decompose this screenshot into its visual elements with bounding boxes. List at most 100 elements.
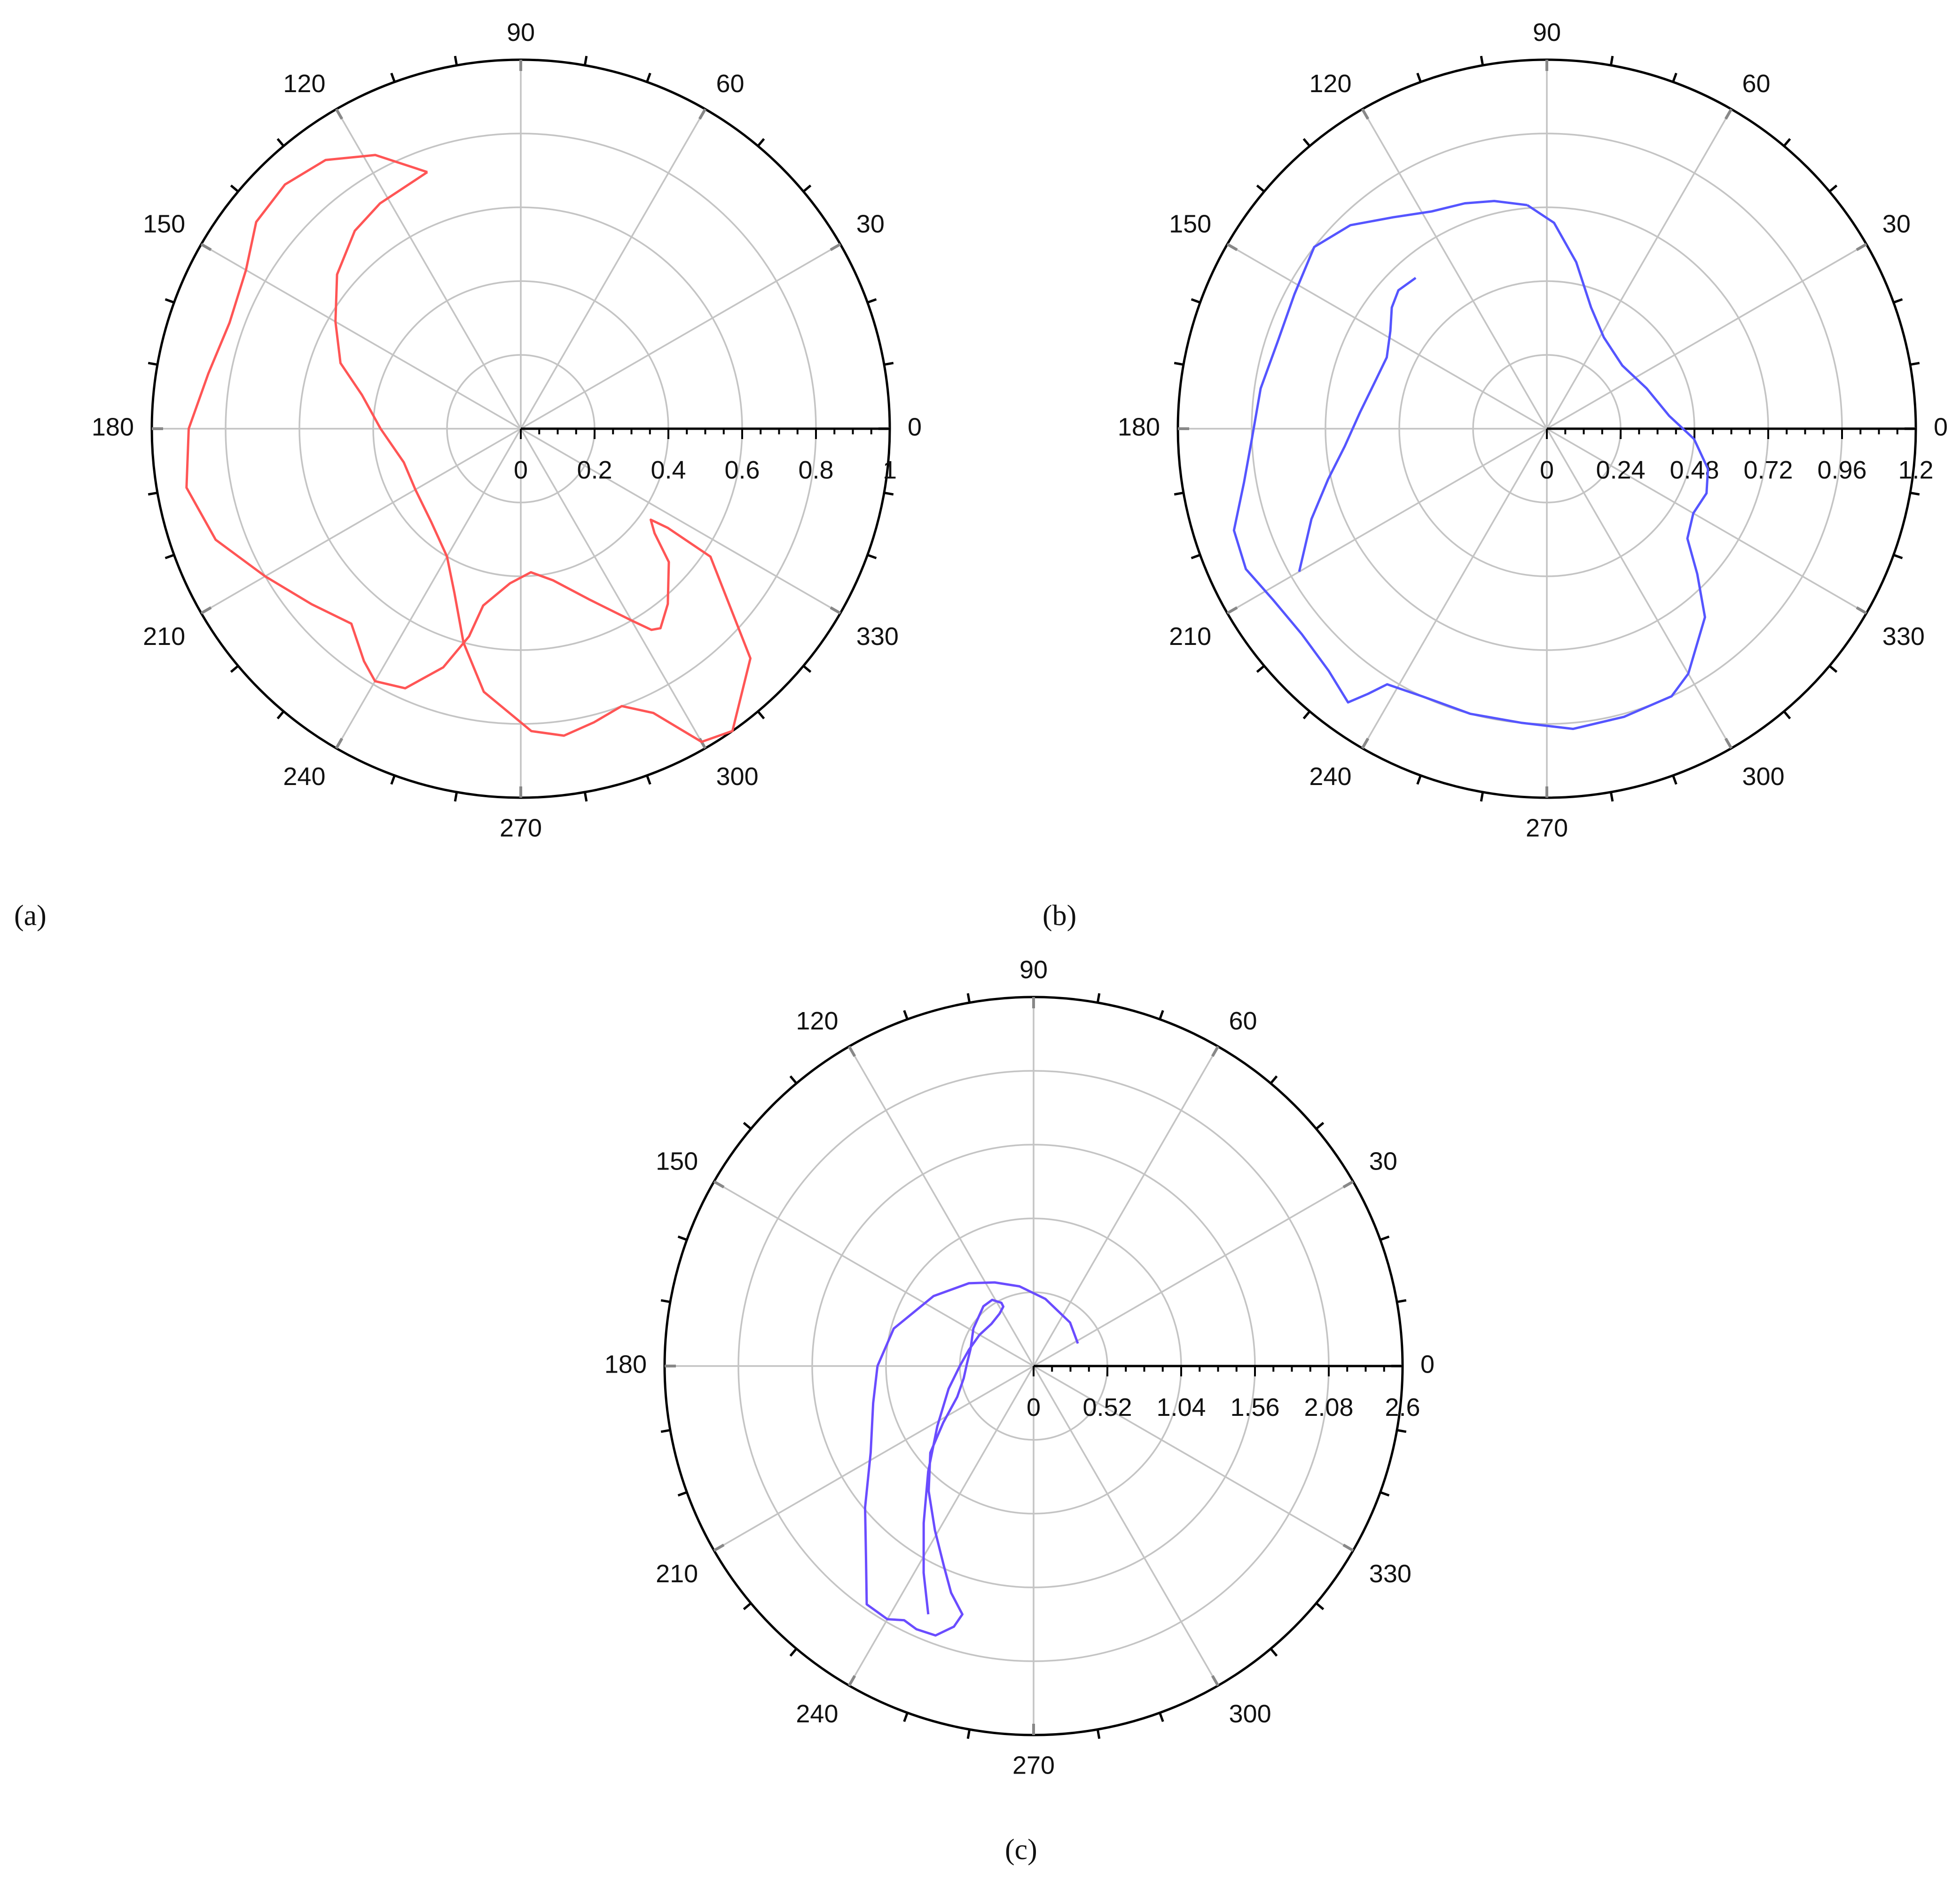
grid-spoke xyxy=(520,428,706,749)
angle-minor-tick xyxy=(1174,361,1184,366)
grid-spoke xyxy=(335,109,522,429)
polar-chart-a: 0 30 60 90 120 150 180 210 240 270 300 330 0 0.2 0.4 0.… xyxy=(92,18,922,842)
angle-tick-label: 210 xyxy=(143,622,185,651)
angle-tick-label: 120 xyxy=(796,1007,838,1035)
angle-tick-label: 240 xyxy=(1309,762,1351,791)
angle-tick-label: 300 xyxy=(1742,762,1785,791)
angle-major-tick xyxy=(1361,738,1370,749)
angle-major-tick xyxy=(1226,243,1238,251)
angle-minor-tick xyxy=(660,1299,671,1304)
angle-minor-tick xyxy=(884,491,894,496)
grid-spoke xyxy=(520,243,841,430)
angle-tick-label: 300 xyxy=(1229,1700,1271,1728)
angle-minor-tick xyxy=(230,665,239,673)
radial-tick-label: 0.48 xyxy=(1670,456,1719,484)
angle-tick-label: 150 xyxy=(143,210,185,238)
angle-tick-label: 180 xyxy=(1118,413,1160,441)
grid-spoke xyxy=(848,1046,1035,1367)
angle-major-tick xyxy=(1342,1180,1354,1189)
angle-minor-tick xyxy=(1315,1602,1325,1610)
angle-minor-tick xyxy=(1270,1648,1278,1657)
angle-minor-tick xyxy=(230,184,239,193)
grid-spoke xyxy=(848,1366,1035,1686)
angle-major-tick xyxy=(1724,108,1733,120)
angle-tick-label: 90 xyxy=(507,18,535,47)
angle-minor-tick xyxy=(1380,1491,1390,1497)
angle-minor-tick xyxy=(646,72,651,83)
radial-tick-label: 1 xyxy=(883,456,897,484)
angle-minor-tick xyxy=(1096,993,1101,1003)
angle-minor-tick xyxy=(1256,184,1265,193)
angle-minor-tick xyxy=(165,298,175,304)
angle-major-tick xyxy=(1211,1045,1220,1057)
grid-spoke xyxy=(1546,428,1733,749)
angle-tick-label: 270 xyxy=(1012,1751,1055,1779)
angle-tick-label: 60 xyxy=(1742,70,1771,98)
angle-minor-tick xyxy=(884,361,894,366)
radial-tick-label: 0 xyxy=(1027,1393,1041,1421)
grid-spoke xyxy=(1033,1366,1219,1686)
angle-minor-tick xyxy=(148,361,158,366)
angle-minor-tick xyxy=(454,55,458,66)
grid-spoke xyxy=(1361,428,1548,749)
radial-tick-label: 0.52 xyxy=(1082,1393,1132,1421)
angle-minor-tick xyxy=(276,710,285,720)
angle-major-tick xyxy=(1361,108,1370,120)
angle-major-tick xyxy=(713,1180,725,1189)
grid-spoke xyxy=(1546,109,1733,429)
angle-tick-label: 0 xyxy=(1420,1350,1435,1378)
polar-chart-c: 0 30 60 90 120 150 180 210 240 270 300 330 0 0.52 1.04… xyxy=(604,956,1435,1779)
angle-minor-tick xyxy=(276,138,285,147)
angle-major-tick xyxy=(847,1045,856,1057)
radial-tick-label: 1.04 xyxy=(1156,1393,1206,1421)
angle-minor-tick xyxy=(1416,775,1422,785)
angle-minor-tick xyxy=(1672,72,1678,83)
radial-tick-label: 2.6 xyxy=(1385,1393,1420,1421)
angle-minor-tick xyxy=(903,1712,909,1722)
angle-minor-tick xyxy=(1672,775,1678,785)
series-line xyxy=(185,154,752,743)
radial-tick-label: 2.08 xyxy=(1304,1393,1353,1421)
radial-tick-label: 0.4 xyxy=(651,456,686,484)
angle-minor-tick xyxy=(1396,1299,1407,1304)
angle-tick-label: 90 xyxy=(1019,956,1048,984)
angle-tick-label: 90 xyxy=(1533,18,1561,47)
angle-minor-tick xyxy=(743,1602,752,1610)
grid-spoke xyxy=(1227,243,1547,430)
angle-minor-tick xyxy=(802,665,812,673)
angle-minor-tick xyxy=(646,775,651,785)
angle-minor-tick xyxy=(1256,665,1265,673)
grid-spoke xyxy=(1033,1365,1354,1552)
angle-minor-tick xyxy=(1783,138,1791,147)
radial-tick-label: 0.6 xyxy=(724,456,760,484)
angle-minor-tick xyxy=(966,993,971,1003)
angle-minor-tick xyxy=(1609,55,1614,66)
grid-spoke xyxy=(713,1365,1034,1552)
angle-minor-tick xyxy=(1783,710,1791,720)
angle-tick-label: 330 xyxy=(856,622,899,651)
angle-tick-label: 210 xyxy=(1169,622,1211,651)
angle-minor-tick xyxy=(789,1648,798,1657)
panel-label-b: (b) xyxy=(1043,900,1076,932)
radial-tick-label: 0.2 xyxy=(577,456,612,484)
angle-tick-label: 330 xyxy=(1882,622,1925,651)
grid-spoke xyxy=(713,1180,1034,1367)
angle-minor-tick xyxy=(454,792,458,802)
angle-tick-label: 270 xyxy=(500,814,542,842)
grid-spoke xyxy=(520,109,706,429)
grid-spoke xyxy=(1227,428,1547,614)
angle-minor-tick xyxy=(1096,1729,1101,1739)
angle-minor-tick xyxy=(802,184,812,193)
grid-spoke xyxy=(201,243,521,430)
series-line xyxy=(864,1281,1079,1637)
angle-minor-tick xyxy=(1159,1010,1164,1020)
angle-minor-tick xyxy=(1302,138,1311,147)
angle-minor-tick xyxy=(757,138,765,147)
angle-major-tick xyxy=(1856,606,1867,615)
radial-tick-label: 0 xyxy=(1540,456,1554,484)
angle-tick-label: 330 xyxy=(1369,1560,1411,1588)
grid-spoke xyxy=(1546,428,1867,614)
angle-minor-tick xyxy=(677,1491,688,1497)
angle-minor-tick xyxy=(1910,361,1920,366)
